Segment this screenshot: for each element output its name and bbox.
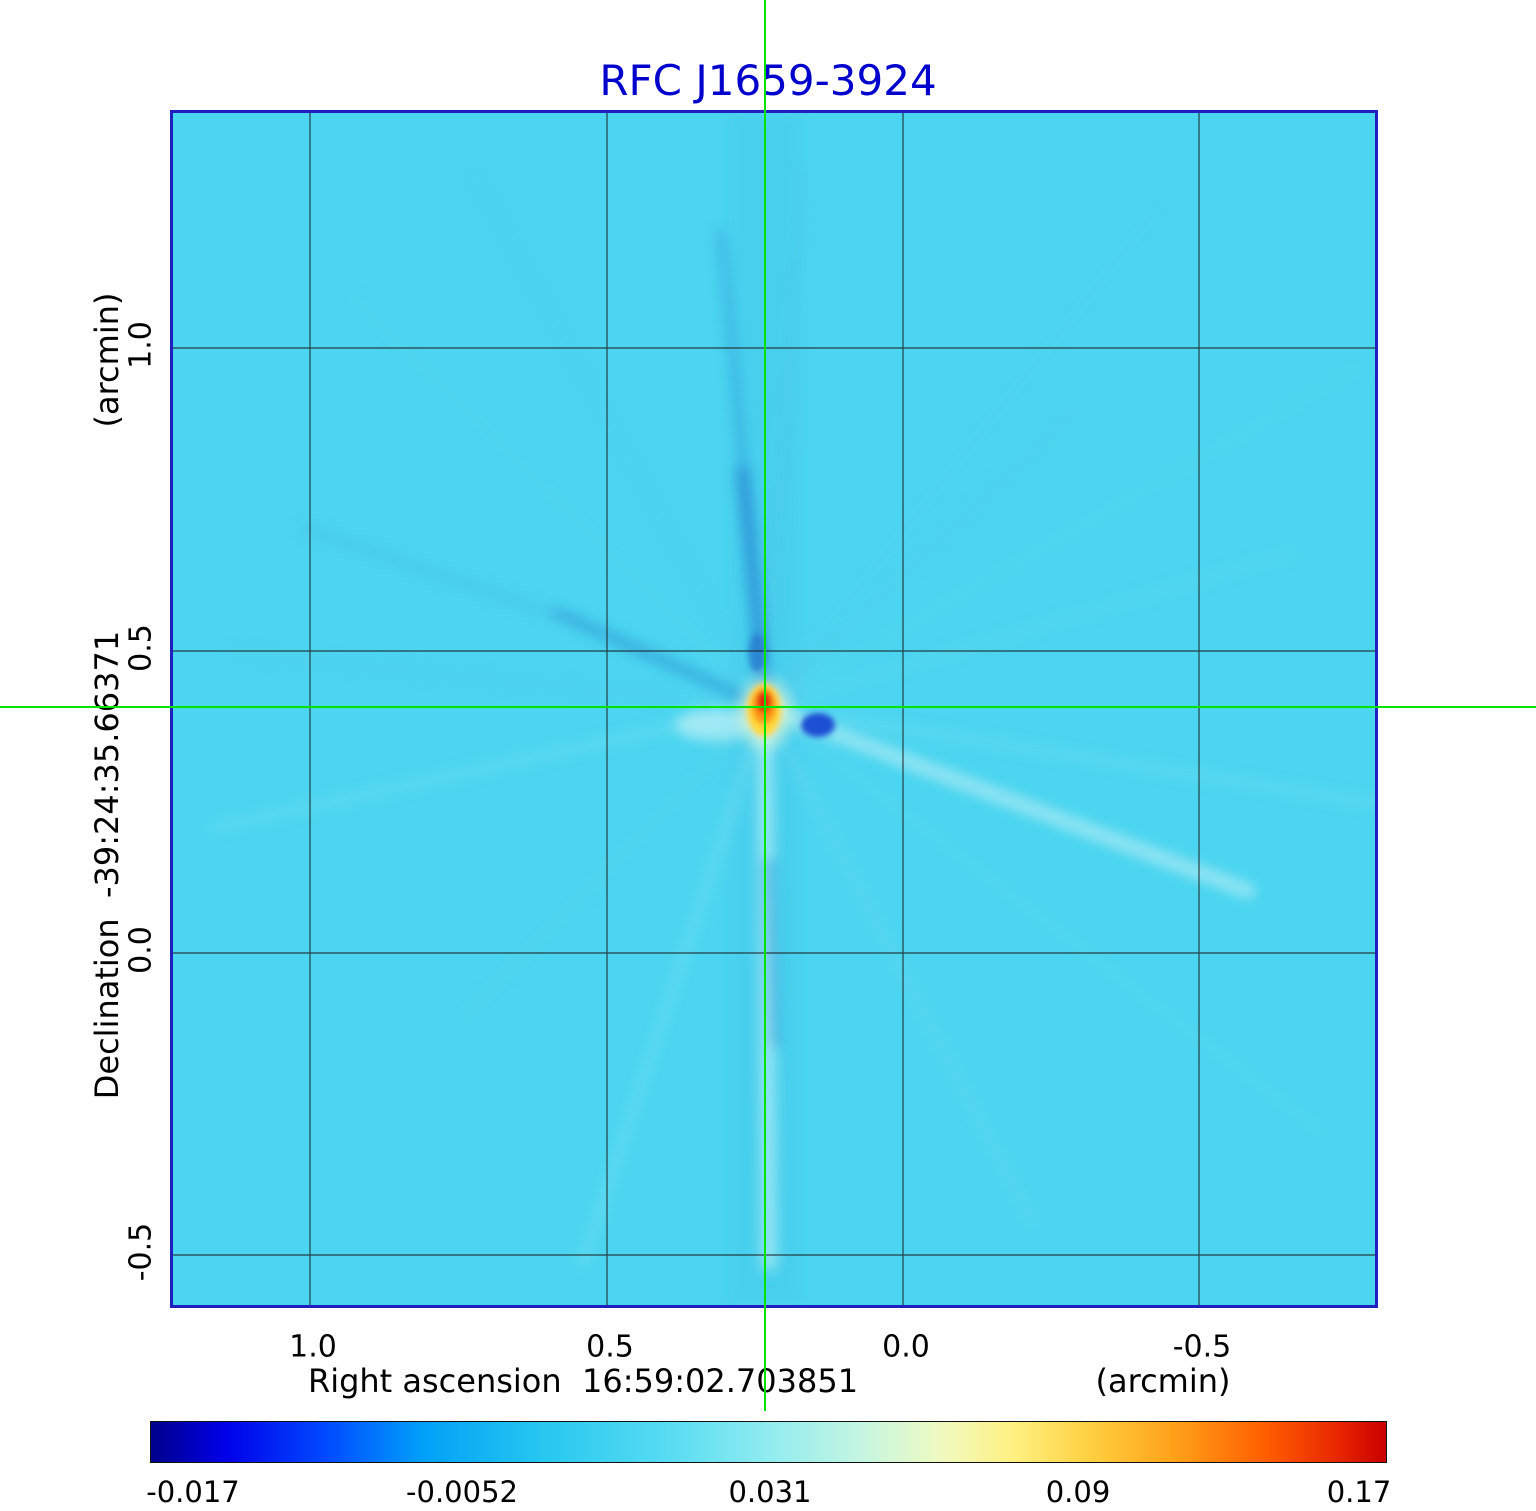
x-tick-4: -0.5 — [1172, 1329, 1232, 1365]
x-tick-3: 0.0 — [882, 1329, 930, 1365]
y-tick-4: -0.5 — [123, 1222, 159, 1282]
colorbar-tick-4: 0.09 — [1045, 1475, 1111, 1509]
colorbar-tick-1: -0.017 — [146, 1475, 240, 1509]
x-tick-2: 0.5 — [586, 1329, 634, 1365]
crosshair-horizontal-line — [0, 706, 1536, 708]
colorbar-tick-2: -0.0052 — [406, 1475, 518, 1509]
blue-streak-above-source — [748, 633, 766, 673]
x-axis-label: Right ascension 16:59:02.703851 — [307, 1362, 859, 1400]
x-axis-unit: (arcmin) — [1095, 1362, 1231, 1400]
y-tick-1: 1.0 — [123, 321, 159, 369]
colorbar-tick-3: 0.031 — [728, 1475, 812, 1509]
colorbar — [150, 1421, 1387, 1463]
x-tick-1: 1.0 — [289, 1329, 337, 1365]
page-title: RFC J1659-3924 — [599, 56, 937, 105]
y-axis-label: Declination -39:24:35.66371 — [88, 630, 126, 1100]
grid-lines — [173, 113, 1375, 1305]
y-axis-unit: (arcmin) — [88, 292, 126, 428]
heatmap-plot — [170, 110, 1378, 1308]
crosshair-vertical-line — [764, 0, 766, 1411]
y-tick-3: 0.0 — [123, 926, 159, 974]
heatmap-svg — [173, 113, 1375, 1305]
y-tick-2: 0.5 — [123, 624, 159, 672]
negative-sidelobe-spot — [801, 713, 835, 737]
colorbar-tick-5: 0.17 — [1326, 1475, 1392, 1509]
